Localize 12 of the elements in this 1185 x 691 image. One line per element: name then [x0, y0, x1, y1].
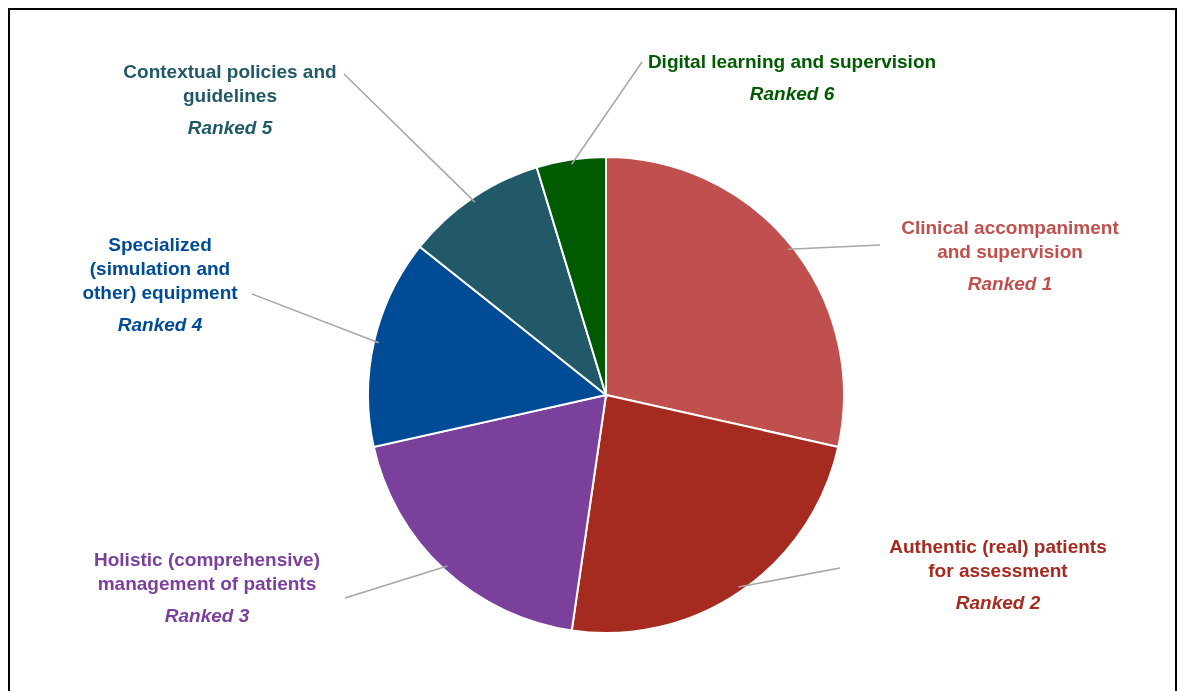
slice-label: Contextual policies and guidelines: [123, 61, 337, 106]
text: Ranked 4: [117, 314, 203, 335]
text: Ranked 2: [955, 592, 1041, 613]
text: Ranked 1: [967, 273, 1053, 294]
slice-label: Authentic (real) patients for assessment: [889, 536, 1107, 581]
slice-label: Clinical accompaniment and supervision: [901, 217, 1120, 262]
slice-label: Digital learning and supervision: [647, 51, 937, 72]
text: Ranked 6: [749, 83, 835, 104]
text: Ranked 5: [187, 117, 273, 138]
slice-label: Holistic (comprehensive) management of patients: [94, 549, 320, 594]
text: Ranked 3: [164, 605, 250, 626]
slice-label: Specialized (simulation and other) equipment: [82, 234, 239, 303]
